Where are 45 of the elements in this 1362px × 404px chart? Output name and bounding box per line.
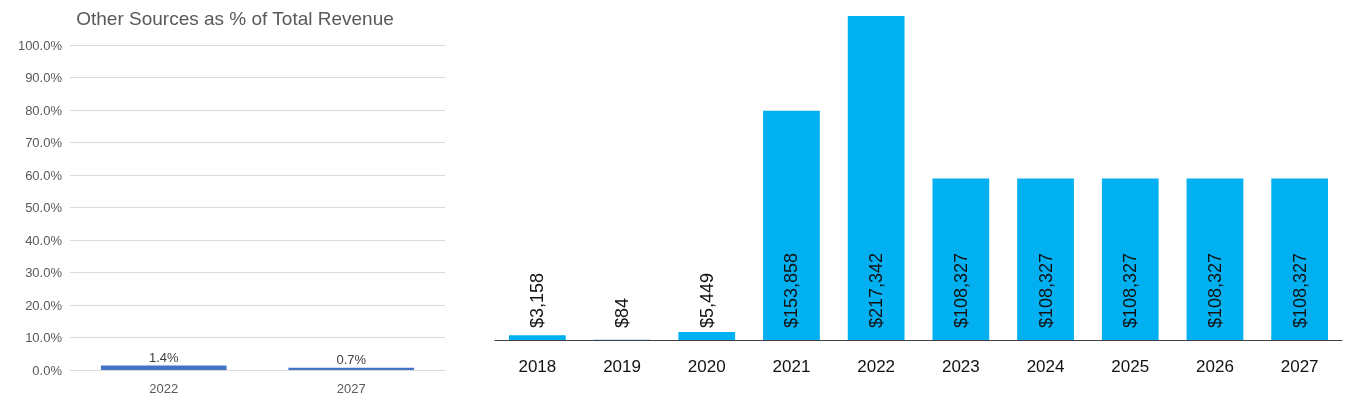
- data-label: $5,449: [696, 272, 717, 328]
- x-tick-label: 2027: [1280, 357, 1319, 376]
- bar: [1186, 178, 1244, 340]
- y-tick-label: 90.0%: [25, 70, 63, 85]
- data-label: $108,327: [1035, 252, 1056, 328]
- x-tick-label: 2022: [857, 357, 896, 376]
- y-tick-label: 40.0%: [25, 232, 63, 248]
- bar: [508, 335, 566, 340]
- bar: [1271, 178, 1329, 340]
- data-label: $108,327: [1120, 252, 1141, 328]
- y-tick-label: 0.0%: [32, 362, 63, 378]
- x-tick-label: 2027: [336, 381, 366, 396]
- data-label: $108,327: [950, 252, 971, 328]
- x-tick-label: 2020: [687, 357, 726, 376]
- data-label: 0.7%: [336, 352, 367, 368]
- y-tick-label: 50.0%: [25, 200, 63, 215]
- y-tick-label: 60.0%: [25, 167, 63, 183]
- x-tick-label: 2019: [603, 357, 641, 376]
- y-tick-label: 30.0%: [25, 265, 63, 280]
- bar: [847, 16, 905, 340]
- data-label: $84: [612, 297, 633, 328]
- x-tick-label: 2026: [1196, 357, 1234, 376]
- x-tick-label: 2023: [941, 357, 980, 376]
- y-tick-label: 10.0%: [25, 330, 63, 345]
- data-label: $217,342: [866, 252, 887, 328]
- data-label: $153,858: [781, 252, 802, 328]
- data-label: $3,158: [527, 272, 548, 328]
- bar: [1101, 178, 1159, 340]
- x-tick-label: 2022: [149, 381, 179, 396]
- data-label: 1.4%: [148, 349, 179, 365]
- y-tick-label: 20.0%: [25, 297, 63, 313]
- chart-title: Other Sources as % of Total Revenue: [76, 8, 394, 29]
- x-tick-label: 2021: [772, 357, 811, 376]
- x-tick-label: 2025: [1111, 357, 1150, 376]
- bar: [678, 331, 736, 340]
- y-tick-label: 70.0%: [25, 135, 63, 150]
- bar: [763, 110, 820, 340]
- data-label: $108,327: [1289, 252, 1310, 328]
- bar: [932, 178, 990, 340]
- x-tick-label: 2024: [1026, 357, 1065, 376]
- data-label: $108,327: [1204, 252, 1225, 328]
- y-tick-label: 80.0%: [25, 102, 63, 118]
- bar: [1017, 178, 1074, 340]
- x-tick-label: 2018: [518, 357, 557, 376]
- y-tick-label: 100.0%: [17, 37, 63, 53]
